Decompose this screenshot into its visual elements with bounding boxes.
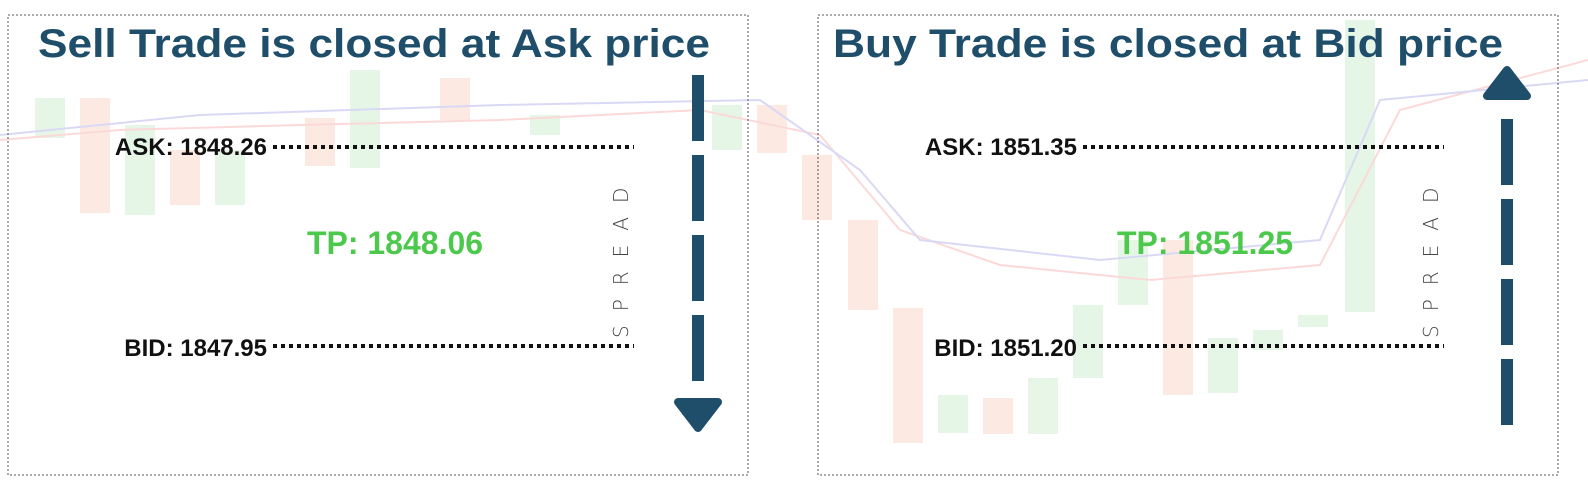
bid-label: BID: 1847.95 [124, 335, 267, 362]
panel-title: Sell Trade is closed at Ask price [38, 22, 710, 66]
panel: Sell Trade is closed at Ask price ASK: 1… [7, 14, 749, 476]
tp-label: TP: 1848.06 [307, 225, 483, 261]
arrow-head [1483, 66, 1531, 100]
panel-frame [817, 14, 1559, 476]
spread-label: SPREAD [609, 174, 633, 338]
panel-title: Buy Trade is closed at Bid price [833, 22, 1503, 66]
bid-label: BID: 1851.20 [934, 335, 1077, 362]
arrow-head [674, 398, 722, 432]
spread-label: SPREAD [1419, 174, 1443, 338]
panel-frame [7, 14, 749, 476]
ask-label: ASK: 1848.26 [115, 134, 267, 161]
panel: Buy Trade is closed at Bid price ASK: 18… [817, 14, 1559, 476]
ask-label: ASK: 1851.35 [925, 134, 1077, 161]
tp-label: TP: 1851.25 [1117, 225, 1293, 261]
background-chart [0, 20, 1588, 443]
